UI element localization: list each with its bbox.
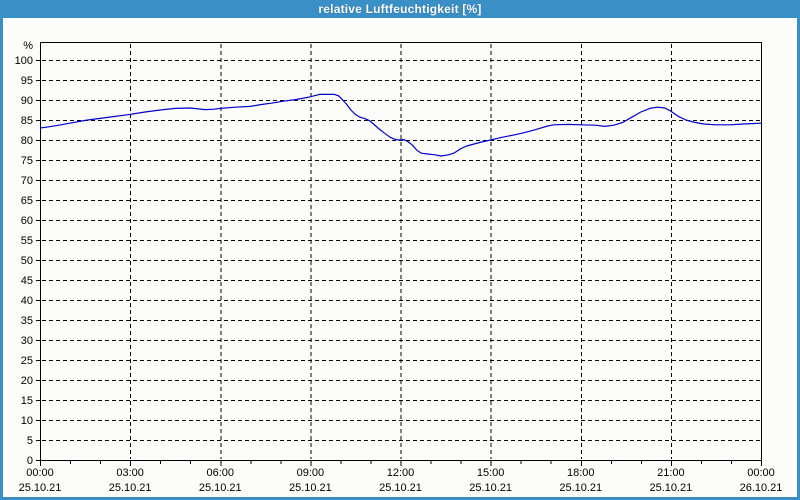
x-tick-time-label: 09:00 <box>297 467 325 479</box>
y-axis: 0 5 10 15 20 25 30 35 40 45 50 55 60 65 70 75 80 85 90 95 10… <box>15 55 40 467</box>
y-tick-label: 90 <box>21 95 33 107</box>
title-bar: relative Luftfeuchtigkeit [%] <box>3 0 797 18</box>
y-tick-label: 20 <box>21 375 33 387</box>
vertical-gridlines <box>130 44 672 459</box>
x-tick-date-label: 25.10.21 <box>469 482 512 494</box>
x-tick-time-label: 03:00 <box>116 467 144 479</box>
x-tick-date-label: 25.10.21 <box>649 482 692 494</box>
x-tick-date-label: 25.10.21 <box>109 482 152 494</box>
y-tick-label: 0 <box>27 455 33 467</box>
y-tick-label: 5 <box>27 435 33 447</box>
chart-title: relative Luftfeuchtigkeit [%] <box>318 2 482 16</box>
humidity-series-line <box>39 93 762 157</box>
x-axis-labels: 00:00 25.10.21 03:00 25.10.21 06:00 25.10.21 0… <box>19 467 783 494</box>
x-tick-time-label: 18:00 <box>567 467 595 479</box>
chart-panel: 0 5 10 15 20 25 30 35 40 45 50 55 60 65 70 75 80 85 90 95 10… <box>3 18 797 497</box>
x-tick-date-label: 26.10.21 <box>740 482 783 494</box>
humidity-line-chart: 0 5 10 15 20 25 30 35 40 45 50 55 60 65 70 75 80 85 90 95 10… <box>15 40 783 494</box>
y-tick-label: 25 <box>21 355 33 367</box>
y-tick-label: 75 <box>21 155 33 167</box>
x-tick-date-label: 25.10.21 <box>199 482 242 494</box>
y-tick-label: 65 <box>21 195 33 207</box>
x-tick-time-label: 12:00 <box>387 467 415 479</box>
x-axis-ticks <box>40 461 762 466</box>
x-tick-date-label: 25.10.21 <box>289 482 332 494</box>
y-tick-label: 10 <box>21 415 33 427</box>
x-tick-date-label: 25.10.21 <box>19 482 62 494</box>
y-tick-label: 95 <box>21 75 33 87</box>
y-tick-label: 50 <box>21 255 33 267</box>
y-tick-label: 35 <box>21 315 33 327</box>
y-tick-label: 15 <box>21 395 33 407</box>
x-tick-time-label: 00:00 <box>747 467 775 479</box>
y-axis-unit-label: % <box>23 40 33 52</box>
plot-border <box>40 42 762 461</box>
x-tick-date-label: 25.10.21 <box>559 482 602 494</box>
x-tick-time-label: 15:00 <box>477 467 505 479</box>
x-tick-time-label: 06:00 <box>206 467 234 479</box>
x-tick-time-label: 21:00 <box>657 467 685 479</box>
x-tick-time-label: 00:00 <box>26 467 54 479</box>
y-tick-label: 30 <box>21 335 33 347</box>
y-tick-label: 45 <box>21 275 33 287</box>
y-tick-label: 80 <box>21 135 33 147</box>
y-tick-label: 70 <box>21 175 33 187</box>
y-tick-label: 60 <box>21 215 33 227</box>
y-tick-label: 55 <box>21 235 33 247</box>
x-tick-date-label: 25.10.21 <box>379 482 422 494</box>
y-tick-label: 85 <box>21 115 33 127</box>
y-tick-label: 40 <box>21 295 33 307</box>
y-tick-label: 100 <box>15 55 33 67</box>
